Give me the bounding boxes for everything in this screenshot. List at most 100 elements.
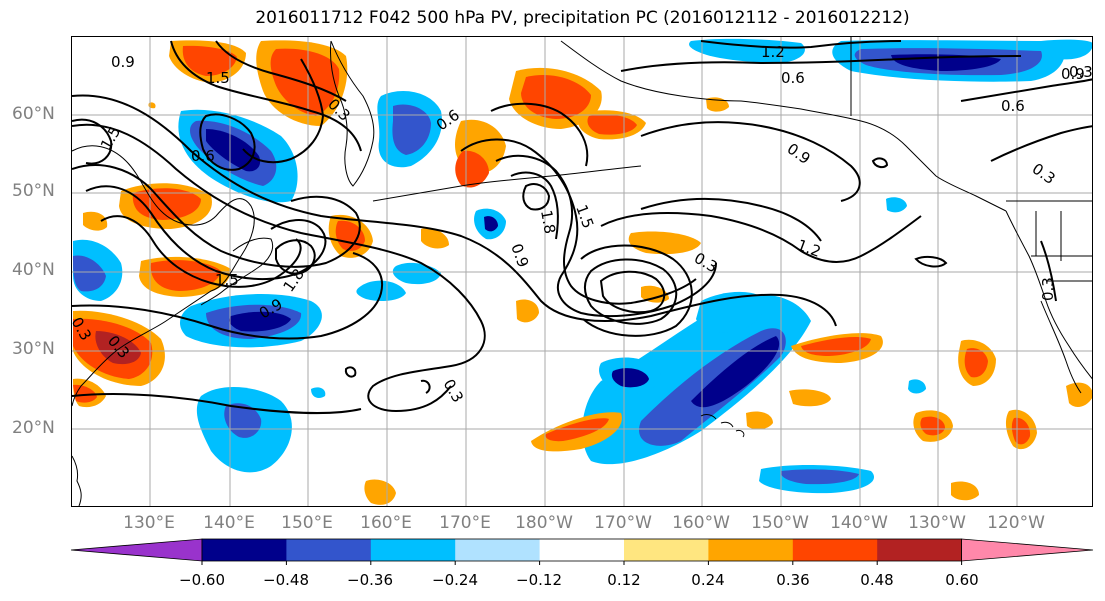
lon-label-170e: 170°E (439, 513, 491, 533)
precip-positive-region (83, 211, 108, 231)
coastline-asia (72, 145, 255, 407)
pv-contour-line (620, 55, 1022, 72)
precip-positive-region (421, 228, 449, 249)
lon-label-130e: 130°E (123, 513, 175, 533)
lon-label-180w: 180°W (515, 513, 573, 533)
contour-label: 0.3 (1029, 160, 1059, 188)
precip-positive-region (587, 114, 637, 135)
lon-label-170w: 170°W (594, 513, 652, 533)
map-canvas: 0.9 1.5 0.3 0.6 1.2 0.3 0.6 0.9 0.6 0.3 … (72, 37, 1092, 506)
pv-contour-line (580, 244, 693, 337)
pv-contour-line (199, 113, 256, 171)
precip-positive-region (920, 416, 945, 436)
lon-label-140w: 140°W (830, 513, 888, 533)
colorbar-extend-min-arrow (70, 538, 203, 562)
lat-label-20n: 20°N (12, 418, 55, 438)
lon-label-130w: 130°W (908, 513, 966, 533)
pv-contour-line (600, 212, 922, 263)
precip-positive-region (95, 331, 141, 365)
colorbar-segment (792, 539, 878, 561)
colorbar-segment (370, 539, 456, 561)
pv-contour-line (640, 197, 822, 242)
precip-negative-region (311, 387, 326, 398)
lon-label-150e: 150°E (281, 513, 333, 533)
colorbar-segment (286, 539, 372, 561)
lat-label-30n: 30°N (12, 339, 55, 359)
precip-positive-region (789, 389, 831, 407)
lon-label-120w: 120°W (987, 513, 1045, 533)
lon-label-160w: 160°W (672, 513, 730, 533)
pv-contour-line (242, 58, 325, 164)
pv-contour-line (640, 121, 861, 202)
pv-contour-line (275, 239, 316, 275)
pv-contour-line (72, 118, 113, 165)
colorbar-tick-label: −0.60 (179, 571, 225, 589)
precip-positive-region (364, 479, 396, 505)
pv-contour-line (522, 183, 551, 211)
colorbar-tick-label: −0.48 (263, 571, 309, 589)
coastline-philippines (72, 455, 82, 506)
precip-shading (73, 38, 1092, 505)
lat-label-60n: 60°N (12, 104, 55, 124)
pv-contour-line (990, 125, 1092, 162)
colorbar (70, 538, 1094, 565)
colorbar-tick-label: 0.48 (860, 571, 894, 589)
map-panel: 0.9 1.5 0.3 0.6 1.2 0.3 0.6 0.9 0.6 0.3 … (71, 36, 1093, 507)
coastline-north-america (1005, 210, 1092, 380)
pv-contour-line (72, 252, 384, 340)
precip-negative-region (229, 311, 291, 332)
coastline-hawaii (700, 414, 745, 438)
precip-positive-region (150, 260, 221, 291)
coastline-alaska (560, 40, 1007, 212)
contour-label: 0.6 (781, 69, 805, 87)
precip-positive-region (746, 411, 773, 430)
contour-label: 0.9 (784, 140, 814, 168)
colorbar-tick-label: −0.36 (347, 571, 393, 589)
precip-negative-region (206, 129, 261, 172)
pv-contour-line (599, 270, 666, 314)
coastline-baja (1040, 300, 1082, 394)
coastline-japan (200, 237, 274, 306)
colorbar-tick-label: 0.12 (607, 571, 641, 589)
precip-positive-region (182, 45, 237, 76)
pv-contour-line (460, 138, 717, 318)
contour-label: 0.3 (1039, 277, 1057, 301)
colorbar-segment (202, 539, 287, 561)
map-title: 2016011712 F042 500 hPa PV, precipitatio… (255, 8, 910, 28)
precip-negative-region (611, 368, 649, 388)
lon-label-140e: 140°E (203, 513, 255, 533)
colorbar-segment (539, 539, 625, 561)
pv-contour-line (490, 102, 589, 167)
precip-positive-region (1066, 382, 1092, 407)
precip-negative-region (392, 262, 441, 285)
precip-positive-region (545, 418, 609, 442)
pv-contour-line (960, 78, 1092, 102)
pv-contour-line (495, 154, 697, 305)
colorbar-tick-label: 0.60 (945, 571, 979, 589)
precip-negative-region (1039, 39, 1092, 60)
pv-contour-line (1040, 240, 1057, 302)
contour-label: 1.2 (761, 43, 785, 61)
lat-label-40n: 40°N (12, 260, 55, 280)
precip-negative-region (392, 104, 431, 155)
pv-contour-line (72, 94, 837, 327)
pv-contours (72, 40, 1092, 414)
colorbar-tick-label: 0.24 (691, 571, 725, 589)
colorbar-segment (877, 539, 963, 561)
pv-contour-line (344, 366, 357, 378)
precip-negative-region (484, 216, 498, 232)
contour-label: 1.5 (572, 202, 597, 231)
contour-label: 0.9 (507, 241, 532, 270)
precip-positive-region (951, 481, 979, 501)
coastline-canada-border (850, 37, 1092, 202)
precip-negative-region (886, 197, 907, 213)
pv-contour-line (584, 258, 678, 325)
lon-label-160e: 160°E (360, 513, 412, 533)
colorbar-extend-max-arrow (961, 538, 1094, 562)
precip-positive-region (1011, 417, 1031, 445)
contour-label: 1.5 (97, 123, 125, 153)
pv-contour-line (72, 164, 361, 268)
pv-contour-line (215, 40, 347, 102)
pv-contour-line (72, 393, 362, 414)
precip-positive-region (521, 75, 591, 119)
